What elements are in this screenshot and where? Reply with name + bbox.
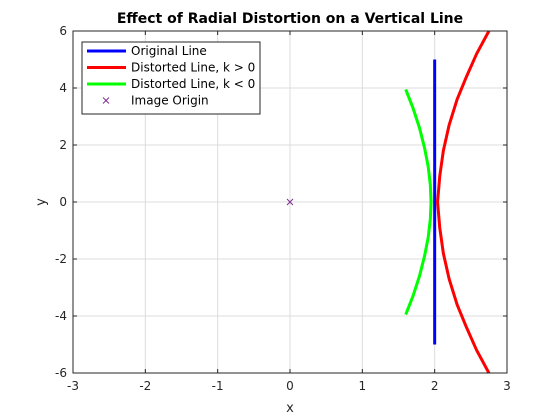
- x-tick-label: -3: [67, 379, 79, 393]
- series-2-line: [404, 88, 433, 316]
- ticks: -3 -2 -1 0 1 2 3 -6 -4 -2 0 2 4 6: [55, 24, 511, 393]
- legend-marker: [102, 97, 110, 104]
- x-tick-label: 3: [503, 379, 511, 393]
- series-3-point: [286, 198, 294, 206]
- legend-box: [81, 41, 261, 115]
- x-tick-label: 2: [431, 379, 439, 393]
- legend-label: Image Origin: [131, 94, 209, 108]
- y-axis-label: y: [34, 198, 49, 206]
- y-tick-label: -4: [55, 309, 67, 323]
- legend-label: Distorted Line, k > 0: [131, 61, 255, 75]
- x-tick-label: -1: [212, 379, 224, 393]
- legend-entry: Original Line: [87, 44, 207, 58]
- x-tick-label: -2: [139, 379, 151, 393]
- x-tick-label: 0: [286, 379, 294, 393]
- y-tick-label: 2: [59, 138, 67, 152]
- y-tick-label: -2: [55, 252, 67, 266]
- y-tick-label: 4: [59, 81, 67, 95]
- legend: Original Line Distorted Line, k > 0 Distor…: [81, 41, 261, 115]
- y-tick-label: -6: [55, 366, 67, 380]
- y-tick-label: 0: [59, 195, 67, 209]
- legend-label: Distorted Line, k < 0: [131, 77, 255, 91]
- x-axis-label: x: [286, 401, 294, 416]
- series-layer: [286, 30, 491, 374]
- legend-entry: Distorted Line, k > 0: [87, 61, 255, 75]
- legend-entry: Distorted Line, k < 0: [87, 77, 255, 91]
- legend-label: Original Line: [131, 44, 207, 58]
- series-1-line: [436, 30, 491, 374]
- x-tick-label: 1: [359, 379, 367, 393]
- chart-title: Effect of Radial Distortion on a Vertica…: [117, 11, 463, 27]
- legend-entry: Image Origin: [102, 94, 209, 108]
- y-tick-label: 6: [59, 24, 67, 38]
